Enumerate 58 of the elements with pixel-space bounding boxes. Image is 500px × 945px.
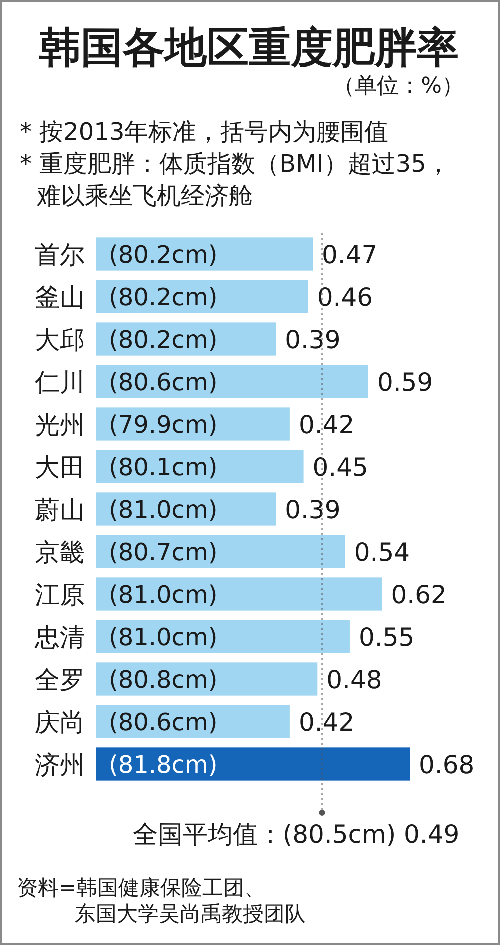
- y-tick-label: 光州: [35, 410, 85, 440]
- y-tick-label: 庆尚: [35, 708, 85, 737]
- annotation: (80.8cm): [109, 666, 218, 694]
- data-label: 0.55: [358, 622, 415, 652]
- data-label: 0.45: [312, 452, 368, 482]
- y-tick-label: 蔚山: [35, 495, 85, 524]
- annotation: (80.1cm): [109, 453, 218, 482]
- y-tick-label: 京畿: [35, 538, 85, 567]
- annotation: (80.7cm): [109, 538, 218, 566]
- data-label: 0.39: [285, 495, 341, 524]
- annotation: (81.8cm): [109, 750, 218, 779]
- y-tick-label: 首尔: [35, 240, 85, 270]
- data-label: 0.42: [298, 410, 355, 440]
- annotation: (81.0cm): [109, 496, 218, 524]
- bar: [96, 238, 314, 271]
- data-label: 0.62: [391, 580, 447, 610]
- chart-title: 韩国各地区重度肥胖率: [38, 23, 459, 72]
- data-label: 0.59: [377, 368, 434, 397]
- data-label: 0.54: [354, 538, 410, 567]
- bar: [96, 365, 368, 398]
- bar: [96, 662, 318, 696]
- bar: [96, 280, 308, 314]
- data-label: 0.68: [419, 750, 475, 780]
- y-tick-label: 仁川: [34, 368, 85, 397]
- data-label: 0.42: [298, 708, 355, 737]
- annotation: (80.2cm): [109, 326, 218, 354]
- text: * 按2013年标准，括号内为腰围值: [20, 118, 389, 146]
- bar: [96, 322, 276, 356]
- y-tick-label: 全罗: [35, 665, 85, 694]
- data-label: 0.47: [322, 240, 378, 270]
- bar: [96, 492, 276, 526]
- annotation: (80.2cm): [109, 283, 218, 312]
- text: * 重度肥胖：体质指数（BMI）超过35，难以乘坐飞机经济舱: [20, 150, 450, 210]
- annotation: (81.0cm): [109, 623, 218, 652]
- chart-subtitle: （单位：%）: [333, 74, 464, 99]
- annotation: (81.0cm): [109, 580, 218, 609]
- text: 资料=韩国健康保险工团、东国大学吴尚禹教授团队: [17, 876, 306, 926]
- annotation: (80.6cm): [109, 368, 218, 396]
- annotation: (79.9cm): [109, 410, 218, 439]
- bar: [96, 748, 410, 781]
- annotation: (80.2cm): [109, 240, 218, 269]
- bar: [96, 705, 290, 738]
- bar: [96, 620, 350, 654]
- y-tick-label: 济州: [35, 750, 85, 780]
- bar: [96, 578, 382, 611]
- data-label: 0.48: [326, 665, 382, 694]
- y-tick-label: 大邱: [35, 325, 85, 354]
- annotation: (80.6cm): [109, 708, 218, 736]
- bar: [96, 535, 346, 568]
- data-label: 0.46: [317, 282, 374, 312]
- y-tick-label: 大田: [35, 452, 85, 482]
- bar: [96, 408, 290, 441]
- data-label: 0.39: [285, 325, 341, 354]
- y-tick-label: 釜山: [35, 282, 85, 312]
- y-tick-label: 江原: [35, 580, 85, 610]
- y-tick-label: 忠清: [34, 622, 85, 652]
- bar: [96, 450, 304, 484]
- legend-label: 全国平均值：(80.5cm) 0.49: [132, 820, 460, 849]
